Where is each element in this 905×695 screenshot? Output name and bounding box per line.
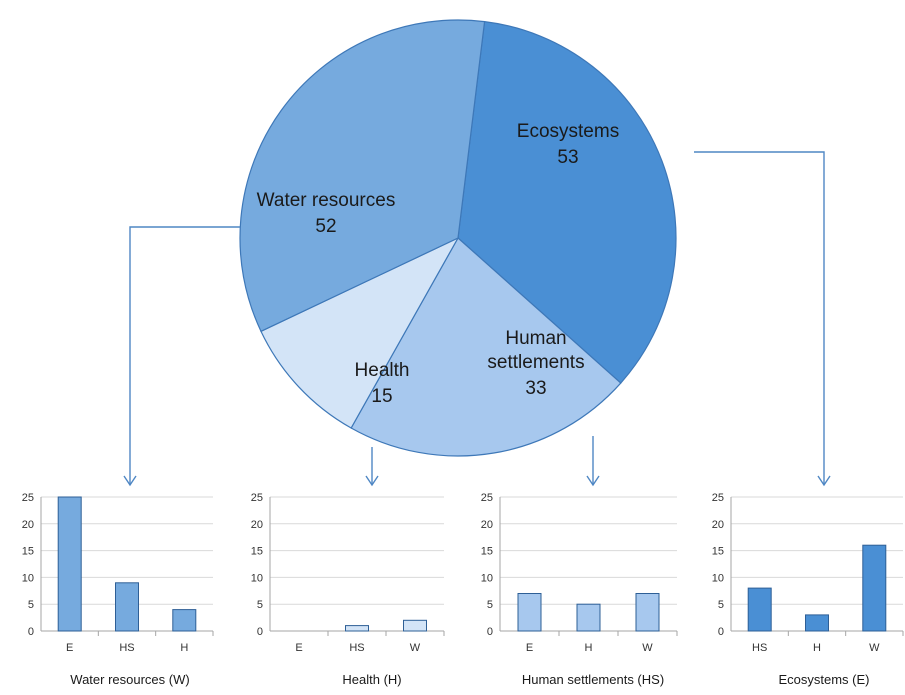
pie-value-human-settlements: 33 <box>525 378 546 399</box>
connector-water-resources <box>129 226 240 485</box>
x-tick-label: H <box>180 642 188 654</box>
pie-value-health: 15 <box>371 386 392 407</box>
pie-slice-ecosystems <box>457 20 677 384</box>
y-tick-label: 15 <box>712 546 724 558</box>
bar-w <box>862 544 887 632</box>
y-tick-label: 10 <box>251 572 263 584</box>
y-tick-label: 20 <box>481 519 493 531</box>
arrow-head <box>365 475 379 487</box>
y-tick-label: 5 <box>28 599 34 611</box>
bar-h <box>576 603 601 632</box>
y-tick-label: 0 <box>487 626 493 638</box>
y-tick-label: 10 <box>481 572 493 584</box>
y-tick-label: 10 <box>712 572 724 584</box>
pie-label-human-settlements: settlements <box>487 352 584 373</box>
x-tick-label: E <box>66 642 73 654</box>
pie-slice-water-resources <box>239 19 486 333</box>
y-tick-label: 0 <box>28 626 34 638</box>
bar-chart-4: 0 5 10 15 20 25 HS H W Ecosystems (E) <box>712 492 904 687</box>
y-tick-label: 25 <box>712 492 724 504</box>
bar-chart-3: 0 5 10 15 20 25 E H W Human settlements (HS) <box>481 492 678 687</box>
x-tick-label: W <box>869 642 880 654</box>
bar-chart-2: 0 5 10 15 20 25 E HS W Health (H) <box>251 492 445 687</box>
x-tick-label: HS <box>752 642 767 654</box>
x-tick-label: H <box>585 642 593 654</box>
bar-chart-title: Ecosystems (E) <box>778 672 869 687</box>
bar-chart-title: Human settlements (HS) <box>522 672 664 687</box>
y-tick-label: 15 <box>481 546 493 558</box>
x-tick-label: W <box>410 642 421 654</box>
x-tick-label: E <box>526 642 533 654</box>
y-tick-label: 10 <box>22 572 34 584</box>
bar-w <box>635 593 660 632</box>
bar-hs <box>345 625 369 632</box>
y-tick-label: 15 <box>251 546 263 558</box>
pie-label-ecosystems: Ecosystems <box>517 121 619 142</box>
y-tick-label: 15 <box>22 546 34 558</box>
pie-value-water-resources: 52 <box>315 216 336 237</box>
bar-hs <box>115 582 139 632</box>
pie-slice-human-settlements <box>350 237 622 457</box>
x-tick-label: HS <box>119 642 134 654</box>
bar-chart-title: Water resources (W) <box>70 672 189 687</box>
pie-value-ecosystems: 53 <box>557 147 578 168</box>
arrow-head <box>817 475 831 487</box>
bar-h <box>172 609 197 632</box>
x-tick-label: HS <box>349 642 364 654</box>
bar-chart-1: 0 5 10 15 20 25 E HS H Water resources (W) <box>22 492 214 687</box>
y-tick-label: 20 <box>712 519 724 531</box>
y-tick-label: 0 <box>257 626 263 638</box>
pie-chart: Ecosystems 53 Human settlements 33 Health 15 Wa… <box>239 19 677 457</box>
y-tick-label: 25 <box>22 492 34 504</box>
y-tick-label: 5 <box>487 599 493 611</box>
y-tick-label: 20 <box>251 519 263 531</box>
y-tick-label: 5 <box>718 599 724 611</box>
bar-w <box>403 619 427 632</box>
pie-slice-health <box>260 236 460 429</box>
bar-charts: 0 5 10 15 20 25 E HS H Water resources (W) 0 5 10 15 2… <box>22 492 904 687</box>
y-tick-label: 5 <box>257 599 263 611</box>
connector-arrows <box>123 151 831 487</box>
y-tick-label: 25 <box>251 492 263 504</box>
pie-label-health: Health <box>355 360 410 381</box>
bar-e <box>57 496 82 632</box>
connector-ecosystems <box>694 151 825 485</box>
bar-h <box>805 614 829 632</box>
bar-e <box>517 593 542 632</box>
pie-label-human-settlements: Human <box>505 328 566 349</box>
bar-chart-title: Health (H) <box>342 672 401 687</box>
y-tick-label: 20 <box>22 519 34 531</box>
x-tick-label: W <box>642 642 653 654</box>
y-tick-label: 25 <box>481 492 493 504</box>
y-tick-label: 0 <box>718 626 724 638</box>
x-tick-label: H <box>813 642 821 654</box>
bar-hs <box>747 587 772 632</box>
x-tick-label: E <box>295 642 302 654</box>
arrow-head <box>123 475 137 487</box>
arrow-head <box>586 475 600 487</box>
pie-label-water-resources: Water resources <box>257 190 396 211</box>
